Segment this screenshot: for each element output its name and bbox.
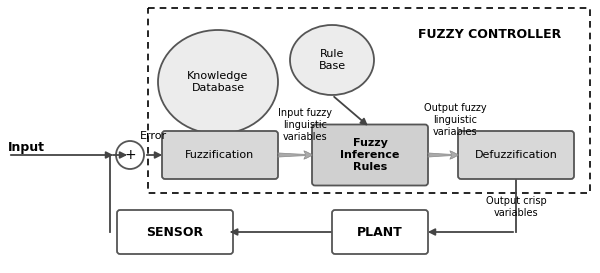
Circle shape bbox=[116, 141, 144, 169]
Text: +: + bbox=[124, 148, 136, 162]
Text: Fuzzification: Fuzzification bbox=[185, 150, 254, 160]
Ellipse shape bbox=[290, 25, 374, 95]
FancyBboxPatch shape bbox=[117, 210, 233, 254]
FancyBboxPatch shape bbox=[312, 124, 428, 185]
Text: FUZZY CONTROLLER: FUZZY CONTROLLER bbox=[418, 28, 562, 41]
Text: Output fuzzy
linguistic
variables: Output fuzzy linguistic variables bbox=[424, 103, 487, 136]
Text: Input: Input bbox=[8, 141, 45, 155]
FancyBboxPatch shape bbox=[162, 131, 278, 179]
Text: Input fuzzy
linguistic
variables: Input fuzzy linguistic variables bbox=[278, 108, 332, 142]
Text: Error: Error bbox=[139, 131, 167, 141]
Bar bbox=[148, 8, 590, 193]
Text: SENSOR: SENSOR bbox=[146, 225, 203, 239]
Text: Knowledge
Database: Knowledge Database bbox=[187, 71, 248, 93]
Text: Output crisp
variables: Output crisp variables bbox=[485, 196, 547, 218]
FancyBboxPatch shape bbox=[458, 131, 574, 179]
FancyBboxPatch shape bbox=[332, 210, 428, 254]
Text: PLANT: PLANT bbox=[357, 225, 403, 239]
Text: Rule
Base: Rule Base bbox=[319, 49, 346, 71]
Ellipse shape bbox=[158, 30, 278, 134]
Text: Fuzzy
Inference
Rules: Fuzzy Inference Rules bbox=[340, 138, 400, 172]
Text: Defuzzification: Defuzzification bbox=[475, 150, 557, 160]
